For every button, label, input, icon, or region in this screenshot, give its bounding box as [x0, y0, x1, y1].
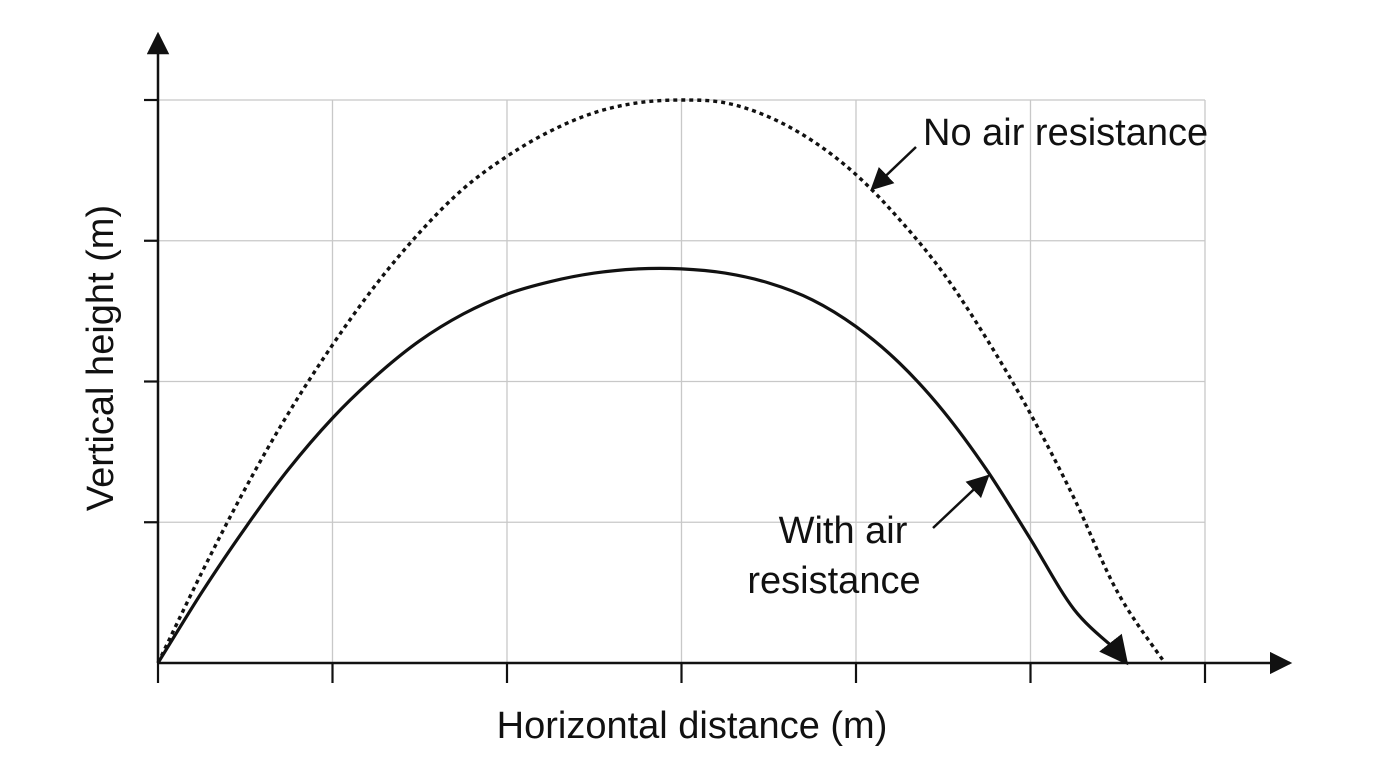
y-axis-label: Vertical height (m) [80, 205, 122, 511]
annotation-with-air-line-2: resistance [747, 560, 920, 602]
annotation-no-air-resistance: No air resistance [923, 112, 1208, 154]
x-axis-label: Horizontal distance (m) [497, 705, 888, 747]
annotation-arrow-with-air-resistance [932, 474, 990, 529]
annotation-with-air-line-1: With air [779, 510, 908, 552]
annotation-arrow-no-air-resistance [870, 146, 917, 191]
annotations [870, 146, 990, 529]
series-line-no-air-resistance [156, 98, 1167, 664]
series-group [156, 98, 1167, 666]
series-line-with-air-resistance [156, 266, 1129, 666]
grid [158, 99, 1206, 663]
